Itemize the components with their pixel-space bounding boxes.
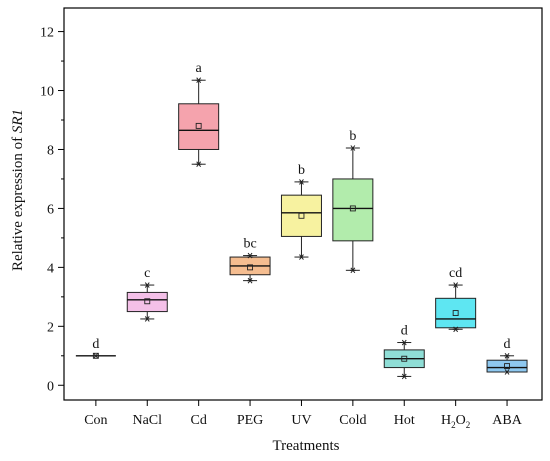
outlier-marker <box>349 267 356 274</box>
x-tick-label: ABA <box>492 413 522 428</box>
x-tick-label: UV <box>291 413 311 428</box>
box-con <box>75 352 116 359</box>
outlier-marker <box>452 326 459 333</box>
outlier-marker <box>504 369 511 375</box>
mean-marker <box>195 122 202 129</box>
box-rect <box>280 194 322 237</box>
box-nacl <box>126 282 168 322</box>
box-aba <box>486 352 528 375</box>
y-tick-label: 0 <box>47 379 54 394</box>
significance-label: bc <box>243 237 256 252</box>
y-tick-label: 2 <box>47 320 54 335</box>
x-tick-label: NaCl <box>132 413 162 428</box>
mean-marker <box>401 355 408 362</box>
y-tick-label: 8 <box>47 143 54 158</box>
y-axis-title-gene: SR1 <box>10 109 26 133</box>
y-axis: 0 2 4 6 8 10 12 <box>40 26 64 394</box>
labels: d c a bc b b d cd d <box>92 61 510 352</box>
significance-label: cd <box>449 266 462 281</box>
x-tick-label: Cd <box>190 413 206 428</box>
box-rect <box>332 178 374 242</box>
outlier-marker <box>401 339 408 346</box>
box-rect <box>126 291 168 313</box>
significance-label: b <box>298 163 305 178</box>
mean-marker <box>504 363 510 370</box>
outlier-marker <box>92 352 99 359</box>
outlier-marker <box>504 352 511 359</box>
outlier-marker <box>452 282 459 288</box>
mean-marker <box>452 310 459 317</box>
x-tick-label: Hot <box>394 413 415 428</box>
outlier-marker <box>195 161 202 168</box>
boxes <box>75 77 528 380</box>
y-tick-label: 6 <box>47 202 54 217</box>
box-rect <box>435 297 477 329</box>
y-axis-title-prefix: Relative expression of <box>10 133 26 271</box>
outlier-marker <box>298 179 305 185</box>
outlier-marker <box>247 277 254 284</box>
significance-label: d <box>401 324 408 339</box>
y-axis-title: Relative expression of SR1 <box>10 109 26 271</box>
mean-marker <box>298 212 305 219</box>
significance-label: b <box>349 129 356 144</box>
significance-label: d <box>504 337 511 352</box>
box-cd <box>178 77 220 168</box>
outlier-marker <box>195 77 202 84</box>
box-rect <box>486 359 528 373</box>
outlier-marker <box>298 254 305 260</box>
y-tick-label: 12 <box>40 26 54 41</box>
y-tick-label: 10 <box>40 85 54 100</box>
box-uv <box>280 179 322 260</box>
box-peg <box>229 252 271 284</box>
plot-frame <box>63 7 543 401</box>
plot-area <box>63 7 543 401</box>
significance-label: c <box>144 266 150 281</box>
outlier-marker <box>144 282 151 288</box>
x-axis: Con NaCl Cd PEG UV Cold Hot H2O2 ABA <box>84 400 523 430</box>
outlier-marker <box>349 145 356 151</box>
box-rect <box>178 103 220 150</box>
significance-label: a <box>196 61 203 76</box>
box-h <box>435 282 477 333</box>
mean-marker <box>144 298 151 305</box>
box-hot <box>383 339 425 380</box>
x-tick-label: Cold <box>339 413 366 428</box>
mean-marker <box>247 264 254 271</box>
outlier-marker <box>247 252 254 259</box>
x-tick-label: PEG <box>237 413 263 428</box>
box-cold <box>332 145 374 274</box>
mean-marker <box>349 205 356 212</box>
y-tick-label: 4 <box>47 261 54 276</box>
outlier-marker <box>401 373 408 380</box>
x-tick-label: H2O2 <box>441 413 470 430</box>
significance-label: d <box>92 337 99 352</box>
x-axis-title: Treatments <box>273 438 340 454</box>
outlier-marker <box>144 316 151 322</box>
x-tick-label: Con <box>84 413 107 428</box>
